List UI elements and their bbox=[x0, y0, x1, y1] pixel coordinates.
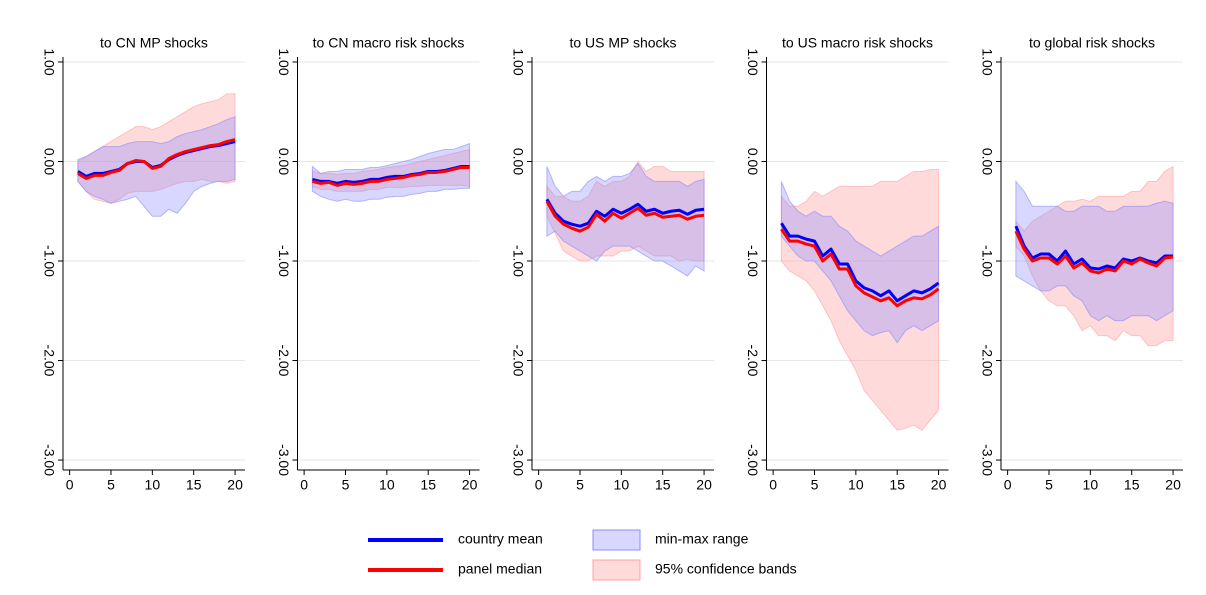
x-tick-label: 20 bbox=[462, 477, 478, 493]
panel-title: to CN macro risk shocks bbox=[313, 35, 465, 51]
x-tick-label: 0 bbox=[1004, 477, 1012, 493]
x-tick-label: 0 bbox=[535, 477, 543, 493]
band bbox=[1015, 180, 1174, 322]
line bbox=[1014, 225, 1174, 271]
band bbox=[780, 168, 940, 431]
line bbox=[545, 198, 705, 228]
x-tick-label: 15 bbox=[889, 477, 905, 493]
x-tick-label: 5 bbox=[576, 477, 584, 493]
legend-swatch bbox=[592, 559, 641, 581]
x-tick-label: 20 bbox=[1165, 477, 1181, 493]
y-tick-label: -1.00 bbox=[510, 245, 526, 277]
band bbox=[77, 93, 236, 204]
y-tick-label: -3.00 bbox=[745, 444, 761, 476]
line bbox=[77, 138, 236, 180]
y-tick-label: -2.00 bbox=[979, 345, 995, 377]
y-tick-label: -2.00 bbox=[510, 345, 526, 377]
x-tick-label: 0 bbox=[66, 477, 74, 493]
line bbox=[545, 200, 705, 233]
x-tick-label: 5 bbox=[107, 477, 115, 493]
band bbox=[1015, 165, 1174, 347]
y-tick-label: -2.00 bbox=[41, 345, 57, 377]
panel: to CN macro risk shocks -3.00 -2.00 -1.00 0.… bbox=[276, 35, 480, 493]
line bbox=[312, 165, 470, 187]
line bbox=[780, 228, 940, 308]
panel: to US macro risk shocks -3.00 -2.00 -1.00 0.… bbox=[745, 35, 949, 493]
x-tick-label: 15 bbox=[186, 477, 202, 493]
y-tick-label: -3.00 bbox=[276, 444, 292, 476]
y-tick-label: -1.00 bbox=[745, 245, 761, 277]
x-tick-label: 15 bbox=[655, 477, 671, 493]
y-tick-label: -3.00 bbox=[979, 444, 995, 476]
x-tick-label: 5 bbox=[342, 477, 350, 493]
band bbox=[546, 162, 705, 277]
legend-swatch bbox=[592, 529, 641, 551]
y-tick-label: 1.00 bbox=[41, 48, 57, 75]
x-tick-label: 0 bbox=[769, 477, 777, 493]
panel-title: to CN MP shocks bbox=[100, 35, 208, 51]
band bbox=[311, 142, 471, 202]
panel-title: to US MP shocks bbox=[569, 35, 676, 51]
y-tick-label: -1.00 bbox=[41, 245, 57, 277]
x-tick-label: 5 bbox=[811, 477, 819, 493]
y-tick-label: 0.00 bbox=[745, 148, 761, 175]
legend-label: country mean bbox=[458, 531, 543, 547]
y-tick-label: -2.00 bbox=[745, 345, 761, 377]
band bbox=[780, 181, 940, 344]
y-tick-label: -1.00 bbox=[276, 245, 292, 277]
y-tick-label: 0.00 bbox=[276, 148, 292, 175]
y-tick-label: 0.00 bbox=[979, 148, 995, 175]
x-tick-label: 20 bbox=[931, 477, 947, 493]
legend-label: min-max range bbox=[655, 531, 749, 547]
panel: to global risk shocks -3.00 -2.00 -1.00 0.00… bbox=[979, 35, 1183, 493]
x-tick-label: 15 bbox=[420, 477, 436, 493]
y-tick-label: -1.00 bbox=[979, 245, 995, 277]
y-tick-label: 1.00 bbox=[510, 48, 526, 75]
y-tick-label: -2.00 bbox=[276, 345, 292, 377]
x-tick-label: 15 bbox=[1124, 477, 1140, 493]
line bbox=[1014, 230, 1174, 275]
x-tick-label: 20 bbox=[227, 477, 243, 493]
y-tick-label: 0.00 bbox=[41, 148, 57, 175]
x-tick-label: 0 bbox=[300, 477, 308, 493]
y-tick-label: 1.00 bbox=[276, 48, 292, 75]
y-tick-label: 1.00 bbox=[979, 48, 995, 75]
x-tick-label: 10 bbox=[614, 477, 630, 493]
legend-label: 95% confidence bands bbox=[655, 561, 797, 577]
panel: to US MP shocks -3.00 -2.00 -1.00 0.00 1.00 0 5… bbox=[510, 35, 714, 493]
x-tick-label: 10 bbox=[145, 477, 161, 493]
panel-title: to global risk shocks bbox=[1029, 35, 1155, 51]
legend-label: panel median bbox=[458, 561, 542, 577]
panel-title: to US macro risk shocks bbox=[782, 35, 933, 51]
x-tick-label: 10 bbox=[379, 477, 395, 493]
line bbox=[780, 222, 940, 303]
y-tick-label: 1.00 bbox=[745, 48, 761, 75]
y-tick-label: -3.00 bbox=[41, 444, 57, 476]
y-tick-label: 0.00 bbox=[510, 148, 526, 175]
x-tick-label: 10 bbox=[848, 477, 864, 493]
y-tick-label: -3.00 bbox=[510, 444, 526, 476]
panel: to CN MP shocks -3.00 -2.00 -1.00 0.00 1.00 0 5… bbox=[41, 35, 245, 493]
x-tick-label: 20 bbox=[696, 477, 712, 493]
x-tick-label: 5 bbox=[1045, 477, 1053, 493]
x-tick-label: 10 bbox=[1083, 477, 1099, 493]
